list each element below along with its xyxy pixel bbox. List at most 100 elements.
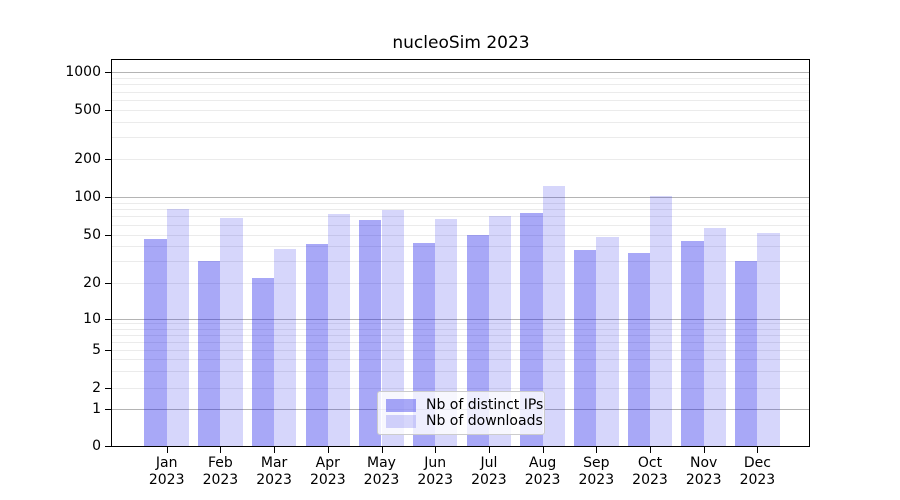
gridline-major-1000 <box>112 71 809 73</box>
x-tick-year: 2023 <box>739 472 776 488</box>
chart-title: nucleoSim 2023 <box>392 33 530 53</box>
bar-downloads-jan <box>166 208 189 446</box>
x-tick-month: Jan <box>155 455 178 471</box>
x-tick-month: Oct <box>637 455 663 471</box>
x-tick-label-mar: Mar 2023 <box>246 455 302 489</box>
bar-downloads-oct <box>650 196 673 446</box>
legend: Nb of distinct IPs Nb of downloads <box>377 391 545 435</box>
x-tick-label-oct: Oct 2023 <box>622 455 678 489</box>
gridline-minor-60 <box>112 224 809 226</box>
y-tick-label-200: 200 <box>74 150 101 167</box>
y-tick-100 <box>105 196 112 198</box>
bar-distinct-ips-apr <box>305 243 328 446</box>
x-tick-year: 2023 <box>309 472 346 488</box>
x-tick-month: Sep <box>583 455 610 471</box>
gridline-minor-8 <box>112 328 809 330</box>
bar-downloads-may <box>381 209 404 446</box>
x-tick-year: 2023 <box>524 472 561 488</box>
y-tick-label-10: 10 <box>83 310 101 327</box>
y-tick-5 <box>105 350 112 352</box>
gridline-minor-500 <box>112 109 809 111</box>
gridline-major-10 <box>112 318 809 320</box>
gridline-minor-9 <box>112 323 809 325</box>
y-tick-1000 <box>105 71 112 73</box>
y-tick-1 <box>105 409 112 411</box>
x-tick-year: 2023 <box>578 472 615 488</box>
x-tick-label-may: May 2023 <box>354 455 410 489</box>
x-tick-label-nov: Nov 2023 <box>676 455 732 489</box>
y-tick-label-1: 1 <box>92 401 101 418</box>
x-tick-month: Apr <box>315 455 340 471</box>
legend-label-distinct-ips: Nb of distinct IPs <box>426 397 544 413</box>
gridline-minor-40 <box>112 246 809 248</box>
y-tick-label-20: 20 <box>83 274 101 291</box>
x-tick-label-jan: Jan 2023 <box>139 455 195 489</box>
x-tick-jul <box>488 447 490 453</box>
x-tick-may <box>381 447 383 453</box>
x-tick-dec <box>757 447 759 453</box>
x-tick-oct <box>650 447 651 453</box>
x-tick-year: 2023 <box>148 472 185 488</box>
y-tick-50 <box>105 234 112 236</box>
bar-distinct-ips-may <box>359 220 382 446</box>
x-tick-month: May <box>367 455 396 471</box>
x-tick-sep <box>596 447 598 453</box>
gridline-minor-800 <box>112 84 809 86</box>
x-tick-year: 2023 <box>363 472 400 488</box>
gridline-minor-400 <box>112 121 809 123</box>
x-tick-month: Dec <box>743 455 771 471</box>
x-tick-month: Aug <box>528 455 557 471</box>
gridline-minor-70 <box>112 216 809 218</box>
y-tick-label-50: 50 <box>83 226 101 243</box>
x-tick-year: 2023 <box>471 472 507 488</box>
legend-label-downloads: Nb of downloads <box>426 413 543 429</box>
gridline-minor-6 <box>112 341 809 343</box>
x-tick-label-jun: Jun 2023 <box>407 455 463 489</box>
y-tick-label-100: 100 <box>74 188 101 205</box>
bar-distinct-ips-nov <box>681 241 704 446</box>
x-tick-jun <box>435 447 437 453</box>
bar-distinct-ips-aug <box>520 213 543 446</box>
x-tick-label-aug: Aug 2023 <box>515 455 571 489</box>
bar-downloads-jun <box>435 219 458 446</box>
x-tick-year: 2023 <box>632 472 668 488</box>
x-tick-feb <box>220 447 222 453</box>
y-tick-label-2: 2 <box>92 380 101 397</box>
gridline-minor-20 <box>112 282 809 284</box>
x-tick-month: Mar <box>260 455 288 471</box>
x-tick-mar <box>274 447 276 453</box>
y-tick-10 <box>105 318 112 320</box>
gridline-minor-300 <box>112 137 809 139</box>
legend-item-distinct-ips: Nb of distinct IPs <box>386 397 543 413</box>
y-tick-20 <box>105 282 112 284</box>
legend-swatch-distinct-ips <box>386 398 416 412</box>
bar-downloads-apr <box>327 213 351 446</box>
x-tick-aug <box>542 447 544 453</box>
y-tick-label-500: 500 <box>74 101 101 118</box>
bar-downloads-sep <box>596 236 619 446</box>
x-tick-month: Jun <box>424 455 447 471</box>
gridline-minor-80 <box>112 208 809 210</box>
y-tick-200 <box>105 158 112 160</box>
bar-downloads-aug <box>542 185 565 446</box>
gridline-minor-30 <box>112 261 809 263</box>
y-tick-label-5: 5 <box>92 342 101 359</box>
gridline-minor-3 <box>112 371 809 373</box>
bar-downloads-dec <box>757 232 780 446</box>
x-tick-nov <box>703 447 705 453</box>
x-tick-year: 2023 <box>685 472 722 488</box>
y-tick-label-0: 0 <box>92 438 101 454</box>
bar-downloads-nov <box>703 227 726 446</box>
x-tick-label-sep: Sep 2023 <box>568 455 624 489</box>
bar-distinct-ips-mar <box>251 277 275 446</box>
gridline-minor-200 <box>112 158 809 160</box>
bar-downloads-mar <box>274 249 297 446</box>
gridline-minor-700 <box>112 91 809 93</box>
gridline-minor-600 <box>112 99 809 101</box>
legend-swatch-downloads <box>386 414 416 428</box>
bar-distinct-ips-dec <box>735 261 758 446</box>
x-tick-year: 2023 <box>417 472 453 488</box>
x-tick-label-jul: Jul 2023 <box>461 455 517 489</box>
plot-area: Nb of distinct IPs Nb of downloads <box>111 59 810 447</box>
